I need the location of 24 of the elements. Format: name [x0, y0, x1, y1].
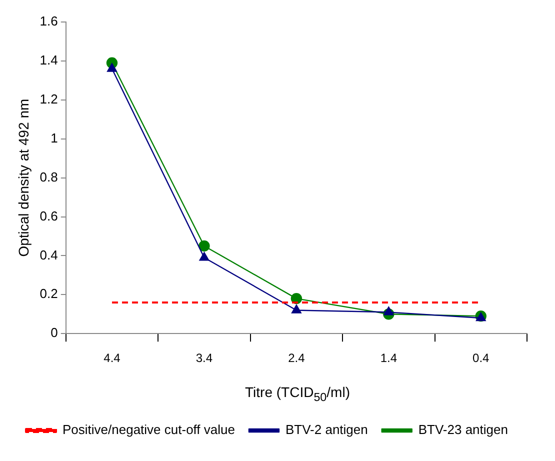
point — [292, 304, 302, 314]
point — [384, 306, 394, 316]
legend-label: Positive/negative cut-off value — [62, 422, 235, 438]
y-tick-label: 0 — [50, 325, 58, 340]
legend-label: BTV-2 antigen — [285, 422, 368, 438]
y-tick-label: 1.6 — [40, 14, 58, 29]
y-tick-label: 1.4 — [40, 52, 58, 68]
x-axis-title: Titre (TCID$_{50}$/ml) — [244, 384, 351, 404]
x-tick-label: 0.4 — [472, 351, 490, 366]
y-tick-label: 1 — [50, 130, 58, 146]
point — [199, 252, 210, 261]
x-tick-label: 4.4 — [104, 351, 121, 366]
point — [198, 240, 210, 252]
legend-label: BTV-23 antigen — [418, 422, 508, 438]
y-tick-label: 1.2 — [40, 91, 58, 106]
y-tick-label: 0.8 — [40, 169, 58, 184]
y-tick-label: 0.6 — [40, 208, 58, 224]
y-tick-label: 0.2 — [40, 286, 58, 302]
x-tick-label: 3.4 — [196, 351, 213, 366]
x-tick-label: 2.4 — [288, 351, 306, 366]
x-tick-label: 1.4 — [380, 351, 398, 366]
point — [107, 63, 117, 72]
y-axis-title: Optical density at 492 nm — [15, 98, 32, 257]
y-tick-label: 0.4 — [40, 247, 58, 262]
